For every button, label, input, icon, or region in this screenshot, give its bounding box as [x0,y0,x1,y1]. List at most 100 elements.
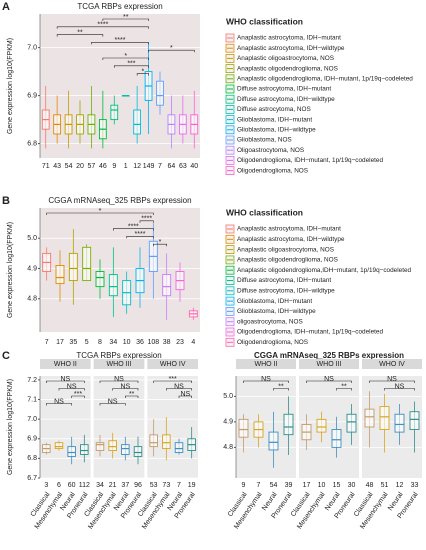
y-axis-label: Gene expression log10(FPKM) [7,38,14,134]
legend-label: Anaplastic astrocytoma, IDH−mutant [237,226,341,233]
count-label: 149 [143,163,155,170]
y-tick-label: 7.0 [27,44,37,51]
significance-bracket [71,395,85,398]
significance-label: NS [114,376,124,383]
facet-strip [93,359,145,369]
significance-label: NS [108,398,118,405]
facet-label: WHO IV [160,361,186,368]
count-label: 57 [88,163,96,170]
significance-label: * [141,68,144,75]
count-label: 7 [45,339,49,346]
facet-label: WHO II [255,361,278,368]
significance-label: NS [395,383,405,390]
significance-label: *** [169,376,177,383]
box [133,446,143,457]
significance-bracket [126,236,154,239]
box [346,413,357,433]
legend-label: oligoastrocytoma, NOS [237,318,303,325]
significance-label: NS [120,383,130,390]
significance-label: **** [135,231,146,238]
significance-bracket [243,380,289,383]
legend-label: Diffuse astrocytoma, NOS [237,106,311,113]
legend-label: Diffuse astrocytoma, IDH−wildtype [237,96,335,103]
count-label: 5 [85,339,89,346]
count-label: 3 [44,482,48,489]
facet-label: WHO III [107,361,132,368]
count-label: 36 [136,339,144,346]
chart-title: TCGA RBPs expression [77,2,162,11]
significance-bracket [99,380,139,383]
legend-label: Anaplastic oligodendroglioma, NOS [237,257,338,264]
count-label: 12 [396,482,404,489]
box [133,109,142,135]
plot-background [40,376,91,478]
significance-bracket [113,65,149,68]
significance-label: NS [180,391,190,398]
count-label: 9 [242,482,246,489]
count-label: 73 [162,482,170,489]
box [331,429,342,448]
significance-bracket [384,388,415,391]
count-label: 8 [98,339,102,346]
significance-bracket [369,380,415,383]
count-label: 12 [133,163,141,170]
chart-title: TCGA RBPs expression [76,351,161,360]
count-label: 10 [318,482,326,489]
box [95,271,105,288]
box [68,252,78,282]
y-tick-label: 6.9 [27,436,37,443]
significance-bracket [166,388,192,391]
significance-label: **** [97,22,108,29]
legend-label: Glioblastoma, NOS [237,137,292,144]
box [162,434,171,450]
significance-bracket [113,228,154,231]
box [108,440,117,451]
count-label: 7 [158,163,162,170]
significance-bracket [56,34,104,37]
count-label: 23 [176,339,184,346]
significance-label: *** [74,391,82,398]
significance-bracket [112,388,139,391]
facet-label: WHO III [317,361,342,368]
count-label: 17 [56,339,64,346]
y-tick-label: 6.7 [27,475,37,482]
legend-label: Oligodendroglioma, IDH−mutant, 1p/19q−co… [237,157,383,164]
significance-label: ** [77,29,83,36]
count-label: 34 [109,339,117,346]
count-label: 71 [42,163,50,170]
box [283,413,294,436]
box [379,406,390,431]
significance-label: * [159,239,162,246]
significance-bracket [58,388,85,391]
significance-bracket [273,388,289,391]
y-tick-label: 7.2 [27,377,37,384]
box [82,246,92,282]
legend-label: Diffuse astrocytoma, IDH−mutant [237,86,331,93]
chart-title: CGGA mRNAseq_325 RBPs expression [48,196,191,205]
significance-label: NS [387,376,397,383]
box [108,274,118,297]
significance-label: **** [141,216,152,223]
box [121,444,130,455]
significance-bracket [178,395,192,398]
significance-label: NS [324,376,334,383]
count-label: 20 [76,163,84,170]
count-label: 46 [99,163,107,170]
y-tick-label: 4.9 [223,419,233,426]
count-label: 4 [191,339,195,346]
significance-label: ** [129,391,135,398]
significance-bracket [153,243,167,247]
y-tick-label: 4.9 [27,265,37,272]
y-tick-label: 6.9 [27,92,37,99]
significance-bracket [139,220,154,223]
y-tick-label: 7.1 [27,396,37,403]
legend-label: Anaplastic oligoastrocytoma, NOS [237,55,334,62]
count-label: 7 [177,482,181,489]
significance-bracket [136,73,149,76]
significance-label: ** [123,14,129,21]
box [156,80,164,106]
legend-label: Diffuse astrocytoma, IDH−wildtype [237,287,335,294]
count-label: 21 [109,482,117,489]
count-label: 33 [411,482,419,489]
